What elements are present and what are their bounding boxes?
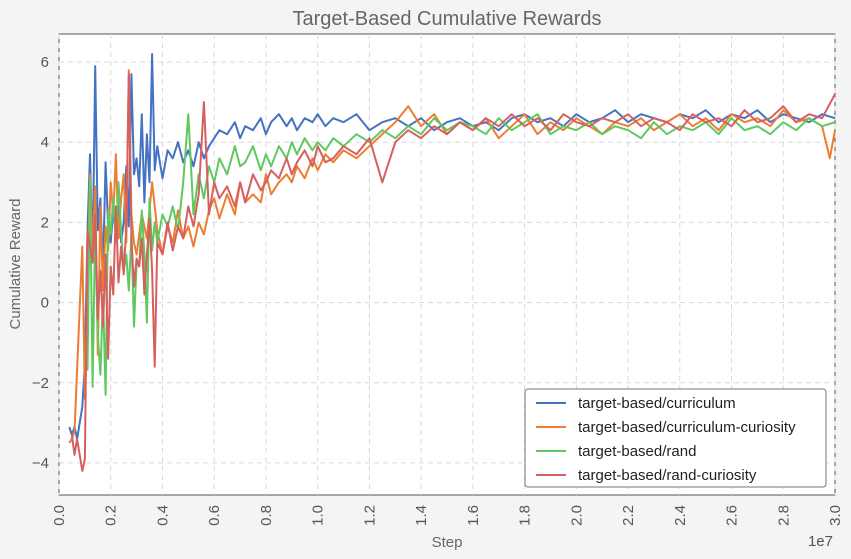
- legend-entry-3: target-based/rand-curiosity: [578, 467, 757, 484]
- grid: [58, 34, 836, 495]
- x-tick-label: 1.6: [465, 505, 482, 526]
- y-tick-label: 6: [41, 54, 49, 71]
- series-lines: [68, 53, 836, 472]
- y-tick-label: −4: [32, 455, 49, 472]
- x-tick-label: 2.4: [672, 505, 689, 526]
- legend-entry-1: target-based/curriculum-curiosity: [578, 419, 796, 436]
- series-line-1: [68, 69, 836, 444]
- y-tick-label: 2: [41, 214, 49, 231]
- legend: target-based/curriculum target-based/curr…: [524, 388, 827, 488]
- x-tick-label: 0.0: [51, 505, 68, 526]
- x-tick-label: 1.8: [517, 505, 534, 526]
- chart-title: Target-Based Cumulative Rewards: [292, 8, 601, 30]
- series-line-3: [70, 73, 836, 472]
- y-tick-label: 4: [41, 134, 49, 151]
- x-tick-label: 1.4: [413, 505, 430, 526]
- x-tick-label: 3.0: [827, 505, 844, 526]
- x-tick-label: 0.2: [103, 505, 120, 526]
- x-axis-label: Step: [432, 534, 463, 551]
- x-tick-label: 0.6: [206, 505, 223, 526]
- y-tick-label: −2: [32, 375, 49, 392]
- series-line-2: [86, 113, 836, 396]
- y-axis-label: Cumulative Reward: [7, 199, 24, 330]
- x-tick-label: 1.0: [310, 505, 327, 526]
- x-tick-label: 1.2: [361, 505, 378, 526]
- legend-box: [524, 388, 827, 488]
- legend-entry-0: target-based/curriculum: [578, 395, 736, 412]
- x-axis-offset-label: 1e7: [808, 533, 833, 550]
- legend-entry-2: target-based/rand: [578, 443, 696, 460]
- x-tick-label: 0.4: [154, 505, 171, 526]
- x-tick-label: 2.6: [724, 505, 741, 526]
- x-axis: 0.0 0.2 0.4 0.6 0.8 1.0 1.2 1.4 1.6 1.8 2.0 2.2 2.4 2…: [51, 505, 844, 526]
- x-tick-label: 0.8: [258, 505, 275, 526]
- x-tick-label: 2.0: [568, 505, 585, 526]
- y-axis: −4 −2 0 2 4 6: [32, 54, 49, 472]
- x-tick-label: 2.8: [775, 505, 792, 526]
- x-tick-label: 2.2: [620, 505, 637, 526]
- y-tick-label: 0: [41, 295, 49, 312]
